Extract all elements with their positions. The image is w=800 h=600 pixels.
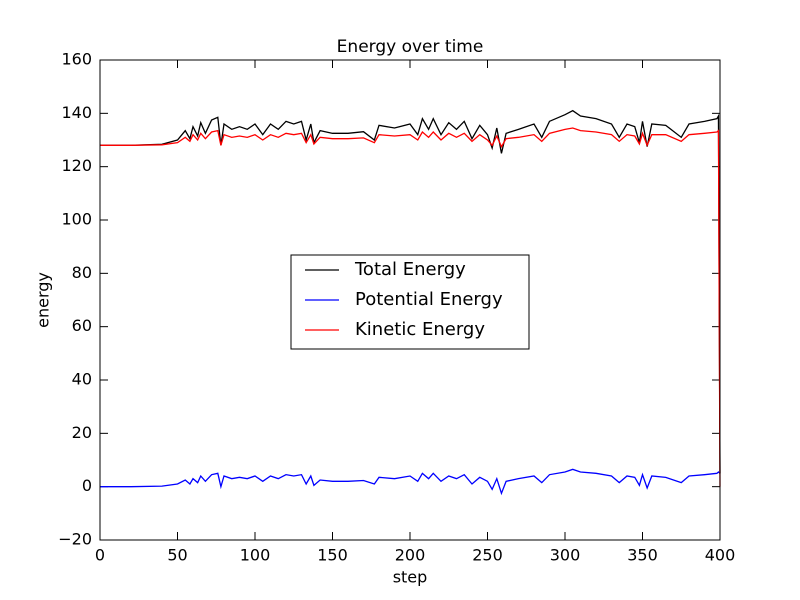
y-tick-label: 0 — [82, 476, 92, 495]
x-tick-label: 150 — [317, 546, 348, 565]
series-line — [100, 468, 721, 496]
x-tick-label: 300 — [550, 546, 581, 565]
legend-label: Total Energy — [354, 259, 466, 280]
legend-label: Kinetic Energy — [355, 319, 485, 340]
chart-title: Energy over time — [337, 37, 484, 57]
y-tick-label: 40 — [72, 370, 92, 389]
y-tick-label: 20 — [72, 423, 92, 442]
y-tick-label: 160 — [61, 50, 92, 69]
x-tick-label: 250 — [472, 546, 503, 565]
y-tick-label: 80 — [72, 263, 92, 282]
y-tick-label: 120 — [61, 156, 92, 175]
y-tick-label: 140 — [61, 103, 92, 122]
x-tick-label: 200 — [395, 546, 426, 565]
x-tick-label: 400 — [705, 546, 736, 565]
x-axis-label: step — [393, 568, 428, 587]
plot-frame — [99, 59, 721, 541]
x-tick-label: 50 — [167, 546, 187, 565]
legend-label: Potential Energy — [355, 289, 503, 310]
legend-box — [290, 254, 530, 350]
series-line — [100, 127, 721, 487]
y-axis-label: energy — [34, 272, 53, 328]
y-tick-label: −20 — [58, 530, 92, 549]
y-tick-label: 60 — [72, 316, 92, 335]
x-tick-label: 100 — [240, 546, 271, 565]
x-tick-label: 0 — [95, 546, 105, 565]
y-tick-label: 100 — [61, 210, 92, 229]
x-tick-label: 350 — [627, 546, 658, 565]
